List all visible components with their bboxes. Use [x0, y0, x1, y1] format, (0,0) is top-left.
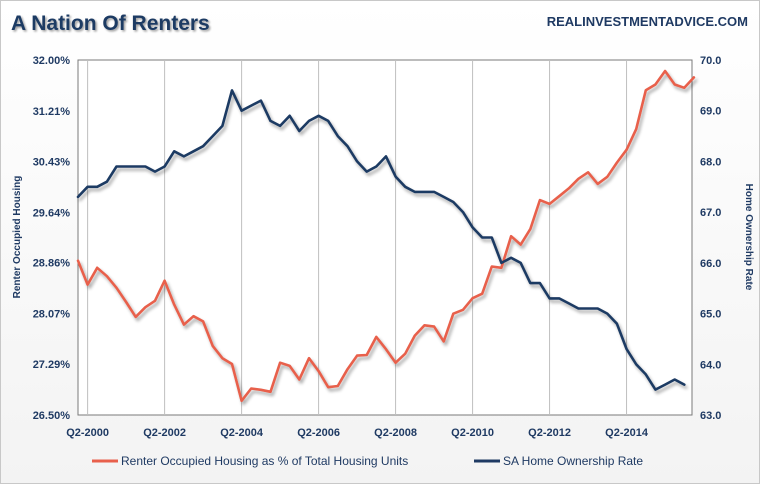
x-tick-label: Q2-2002 — [143, 427, 186, 439]
right-axis-ticks: 63.0 64.0 65.0 66.0 67.0 68.0 69.0 70.0 — [700, 55, 721, 422]
chart-title: A Nation Of Renters — [11, 12, 210, 35]
legend: Renter Occupied Housing as % of Total Ho… — [92, 454, 643, 468]
left-tick-label: 26.50% — [33, 410, 71, 422]
x-tick-label: Q2-2006 — [297, 427, 340, 439]
left-tick-label: 32.00% — [33, 55, 71, 67]
x-axis-ticks: Q2-2000 Q2-2002 Q2-2004 Q2-2006 Q2-2008 Q2-20… — [66, 427, 649, 439]
right-tick-label: 68.0 — [700, 156, 721, 168]
x-tick-label: Q2-2012 — [528, 427, 571, 439]
x-tick-label: Q2-2004 — [220, 427, 264, 439]
left-axis-title: Renter Occupied Housing — [12, 176, 23, 299]
grid-lines — [87, 60, 628, 415]
legend-label-renter: Renter Occupied Housing as % of Total Ho… — [121, 454, 408, 468]
x-tick-label: Q2-2008 — [374, 427, 417, 439]
right-tick-label: 64.0 — [700, 359, 721, 371]
right-axis-title: Home Ownership Rate — [743, 184, 754, 291]
series-line-home-ownership — [76, 89, 686, 391]
left-tick-label: 28.86% — [33, 258, 71, 270]
left-tick-label: 30.43% — [33, 156, 71, 168]
left-tick-label: 28.07% — [33, 309, 71, 321]
left-tick-label: 27.29% — [33, 359, 71, 371]
x-tick-label: Q2-2000 — [66, 427, 109, 439]
left-tick-label: 31.21% — [33, 106, 71, 118]
right-tick-label: 63.0 — [700, 410, 721, 422]
x-tick-label: Q2-2014 — [605, 427, 649, 439]
series-line-renter-occupied — [76, 69, 696, 403]
right-tick-label: 66.0 — [700, 258, 721, 270]
right-tick-label: 67.0 — [700, 207, 721, 219]
x-tick-label: Q2-2010 — [451, 427, 494, 439]
series-layer — [76, 69, 696, 403]
right-tick-label: 70.0 — [700, 55, 721, 67]
source-label: REALINVESTMENTADVICE.COM — [547, 14, 748, 29]
left-tick-label: 29.64% — [33, 207, 71, 219]
right-tick-label: 69.0 — [700, 106, 721, 118]
legend-label-ownership: SA Home Ownership Rate — [503, 454, 643, 468]
plot-area — [77, 59, 693, 416]
left-axis-ticks: 26.50% 27.29% 28.07% 28.86% 29.64% 30.43% 31.2… — [33, 55, 71, 422]
right-tick-label: 65.0 — [700, 309, 721, 321]
